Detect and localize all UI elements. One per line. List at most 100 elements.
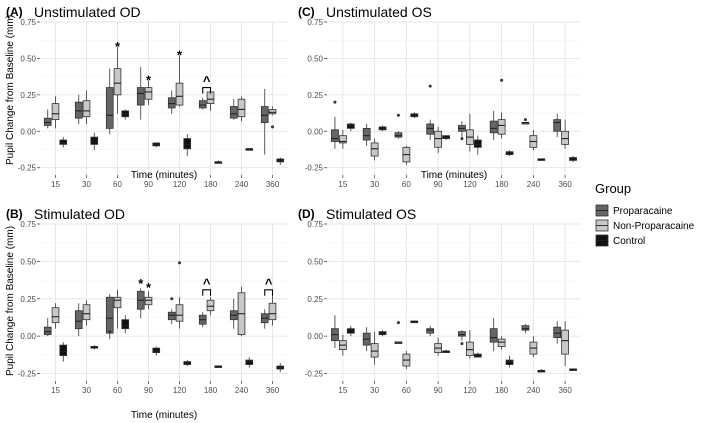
box-proparacaine-15 [43, 318, 52, 337]
x-tick-label: 60 [402, 180, 411, 189]
box-iqr [489, 328, 498, 343]
outlier-point [108, 330, 112, 334]
panel-tag: (B) [6, 207, 23, 221]
x-tick-label: 180 [495, 180, 509, 189]
box-iqr [167, 311, 176, 321]
box-control-90 [442, 349, 450, 353]
y-tick-label: 0.50 [307, 54, 323, 63]
box-proparacaine-240 [229, 298, 238, 329]
outlier-point [271, 125, 274, 129]
y-tick-label: 0.75 [307, 220, 323, 229]
x-tick-label: 30 [82, 386, 91, 395]
box-non-proparacaine-60 [113, 289, 122, 329]
legend-entry-proparacaine: Proparacaine [595, 204, 673, 217]
box-non-proparacaine-180 [497, 336, 506, 350]
box-iqr [59, 139, 68, 145]
box-iqr [521, 325, 530, 331]
box-iqr [260, 106, 269, 123]
x-tick-label: 360 [266, 386, 280, 395]
box-control-240 [537, 369, 546, 373]
x-tick-label: 30 [370, 180, 379, 189]
box-control-180 [214, 160, 223, 164]
box-iqr [105, 87, 114, 129]
box-iqr [90, 136, 99, 145]
box-iqr [144, 87, 153, 100]
box-non-proparacaine-15 [51, 96, 60, 129]
box-proparacaine-360 [260, 309, 269, 329]
y-tick-label: 0.00 [307, 332, 323, 341]
panels: (A) Unstimulated OD -0.25 0.00 0.25 0.50 0.75 1… [5, 4, 581, 421]
box-control-90 [152, 142, 161, 148]
box-proparacaine-240 [521, 324, 530, 334]
box-non-proparacaine-15 [338, 334, 347, 356]
box-control-120 [473, 135, 482, 155]
box-proparacaine-180 [198, 97, 207, 110]
box-proparacaine-360 [260, 89, 269, 155]
x-tick-label: 120 [463, 386, 477, 395]
box-control-360 [276, 157, 285, 165]
box-proparacaine-120 [458, 330, 466, 341]
x-tick-label: 360 [558, 386, 572, 395]
panel-title: Unstimulated OS [326, 4, 432, 20]
box-iqr [497, 119, 506, 135]
box-proparacaine-60 [394, 131, 403, 139]
box-iqr [426, 123, 435, 135]
box-iqr [51, 103, 60, 121]
outlier-point [396, 321, 400, 325]
significance-star: * [115, 39, 121, 54]
y-tick-label: -0.25 [18, 164, 37, 173]
outlier-point [333, 100, 337, 104]
box-iqr [175, 82, 184, 106]
panel-tag: (A) [6, 5, 23, 19]
box-proparacaine-60 [394, 341, 403, 345]
box-non-proparacaine-30 [370, 138, 379, 161]
box-proparacaine-360 [553, 113, 562, 138]
y-tick-label: 0.75 [20, 18, 36, 27]
box-control-15 [59, 137, 68, 148]
box-control-60 [410, 320, 419, 324]
box-iqr [553, 119, 562, 132]
y-tick-label: 0.25 [307, 295, 323, 304]
x-tick-label: 15 [338, 386, 347, 395]
panel-title: Unstimulated OD [34, 4, 141, 20]
significance-caret: ^ [265, 276, 273, 291]
box-iqr [245, 359, 254, 365]
box-proparacaine-120 [458, 121, 466, 138]
y-tick-label: -0.25 [305, 164, 324, 173]
box-iqr [426, 328, 435, 334]
box-proparacaine-30 [362, 327, 371, 352]
y-tick-label: -0.25 [18, 370, 37, 379]
box-non-proparacaine-90 [144, 80, 153, 106]
box-non-proparacaine-360 [268, 295, 277, 326]
box-iqr [152, 347, 161, 353]
y-tick-label: 0.00 [307, 127, 323, 136]
x-tick-label: 240 [527, 180, 541, 189]
box-proparacaine-90 [426, 325, 435, 337]
box-control-15 [59, 342, 68, 362]
box-proparacaine-120 [167, 309, 176, 325]
significance-bracket [202, 87, 212, 94]
box-proparacaine-180 [489, 318, 498, 352]
outlier-point [428, 84, 432, 88]
box-control-30 [378, 125, 387, 132]
box-control-15 [346, 325, 355, 337]
box-iqr [489, 120, 498, 134]
box-control-90 [152, 346, 161, 356]
box-proparacaine-15 [43, 109, 52, 129]
box-iqr [434, 130, 443, 148]
box-control-30 [90, 345, 99, 350]
box-non-proparacaine-15 [338, 129, 347, 149]
x-tick-label: 240 [527, 386, 541, 395]
legend-title: Group [595, 181, 631, 196]
box-proparacaine-90 [136, 67, 145, 120]
legend: Group Proparacaine Non-Proparacaine Control [595, 181, 695, 247]
y-tick-label: 0.00 [20, 127, 36, 136]
y-tick-label: 0.75 [307, 18, 323, 27]
box-iqr [268, 109, 277, 115]
box-control-180 [505, 355, 514, 368]
legend-label: Proparacaine [613, 206, 673, 217]
y-tick-label: 0.00 [20, 332, 36, 341]
box-iqr [561, 329, 570, 355]
box-iqr [82, 304, 91, 321]
